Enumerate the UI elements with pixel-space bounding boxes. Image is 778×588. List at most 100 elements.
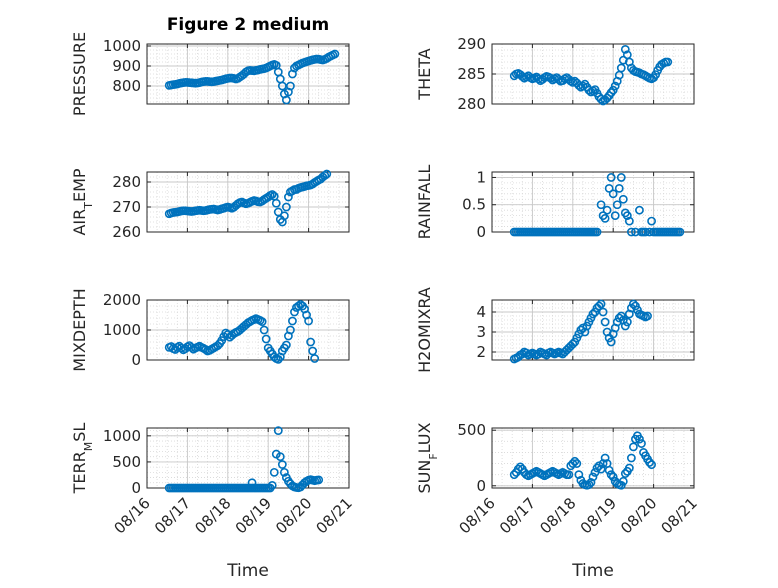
data-point (322, 169, 332, 179)
data-point (570, 456, 580, 466)
y-tick-label: 3 (476, 323, 486, 341)
y-axis-label: THETA (415, 48, 434, 100)
data-point (286, 81, 295, 91)
data-point (606, 173, 616, 182)
data-point (546, 73, 555, 83)
y-tick-label: 900 (112, 57, 141, 75)
y-tick-label: 500 (457, 421, 486, 439)
data-point (286, 325, 295, 335)
data-point (602, 93, 612, 103)
data-point (187, 342, 196, 352)
y-tick-label: 290 (457, 35, 486, 53)
data-point (618, 194, 628, 204)
y-tick-label: 270 (112, 198, 141, 216)
data-point (651, 70, 661, 79)
data-point (259, 325, 269, 335)
data-point (616, 173, 626, 182)
data-point (279, 467, 289, 477)
data-point (629, 299, 638, 309)
data-point (635, 434, 644, 444)
data-point (596, 464, 606, 474)
data-point (606, 88, 616, 97)
data-point (271, 198, 281, 208)
data-point (277, 81, 287, 91)
data-point (279, 211, 289, 221)
subplot-4: 0 0.5 1 RAINFALL (415, 165, 695, 241)
data-point (610, 211, 620, 221)
data-point (275, 452, 285, 462)
data-point (281, 202, 291, 212)
y-tick-label: 285 (457, 65, 486, 83)
data-point (281, 340, 291, 350)
data-point (643, 311, 652, 321)
data-point (647, 216, 656, 226)
data-point (534, 349, 543, 359)
data-point (604, 465, 614, 475)
data-point (509, 470, 519, 480)
data-point (624, 216, 634, 226)
x-axis-label: Time (226, 561, 269, 581)
y-tick-label: 260 (112, 223, 141, 241)
data-point (622, 317, 632, 327)
y-tick-label: 0 (131, 479, 141, 497)
figure-title: Figure 2 medium (167, 15, 329, 35)
y-tick-label: 0.5 (462, 196, 486, 214)
data-point (568, 339, 578, 349)
data-point (610, 81, 620, 91)
data-point (277, 460, 287, 469)
y-tick-label: 1 (476, 168, 486, 186)
y-axis-label: PRESSURE (70, 32, 89, 116)
y-tick-label: 2000 (103, 291, 141, 309)
data-point (637, 439, 646, 448)
data-point (588, 309, 598, 319)
data-point (612, 200, 622, 210)
subplot-6: 2 3 4 H2OMIXRA (415, 287, 695, 373)
data-point (283, 192, 293, 202)
data-point (600, 213, 610, 223)
axes-box (146, 43, 350, 105)
axes-box (491, 427, 695, 489)
data-point (635, 205, 644, 215)
data-point (608, 85, 618, 95)
data-point (314, 475, 324, 485)
data-point (647, 460, 656, 470)
y-tick-label: 0 (131, 351, 141, 369)
y-tick-label: 800 (112, 77, 141, 95)
y-tick-label: 4 (476, 303, 486, 321)
data-point (604, 183, 614, 193)
y-axis-label: TERRMSL (70, 423, 95, 495)
subplot-3: 260 270 280 AIRTEMP (70, 168, 350, 241)
data-point (663, 57, 673, 67)
data-point (600, 317, 610, 327)
data-point (330, 49, 340, 59)
data-point (614, 183, 624, 193)
subplot-5: 0 1000 2000 MIXDEPTH (70, 288, 350, 372)
data-point (534, 74, 543, 84)
data-point (620, 469, 630, 478)
data-point (515, 462, 525, 472)
y-tick-label: 280 (112, 173, 141, 191)
data-point (645, 227, 654, 237)
data-point (267, 190, 277, 199)
y-tick-label: 0 (476, 477, 486, 495)
data-point (629, 442, 638, 452)
data-point (176, 343, 186, 353)
data-point (598, 459, 608, 468)
data-point (592, 227, 602, 237)
data-point (592, 463, 602, 473)
data-point (594, 301, 604, 311)
data-point (645, 458, 654, 467)
data-point (598, 307, 608, 317)
y-tick-label: 1000 (103, 427, 141, 445)
data-point (606, 337, 616, 347)
data-point (626, 227, 636, 237)
y-tick-label: 2 (476, 343, 486, 361)
data-point (641, 227, 650, 237)
data-point (320, 171, 330, 180)
data-point (290, 307, 299, 317)
data-point (620, 45, 630, 54)
y-axis-label: H2OMIXRA (415, 287, 434, 373)
x-axis-label: Time (571, 561, 614, 581)
data-point (306, 337, 316, 347)
data-point (616, 63, 626, 73)
